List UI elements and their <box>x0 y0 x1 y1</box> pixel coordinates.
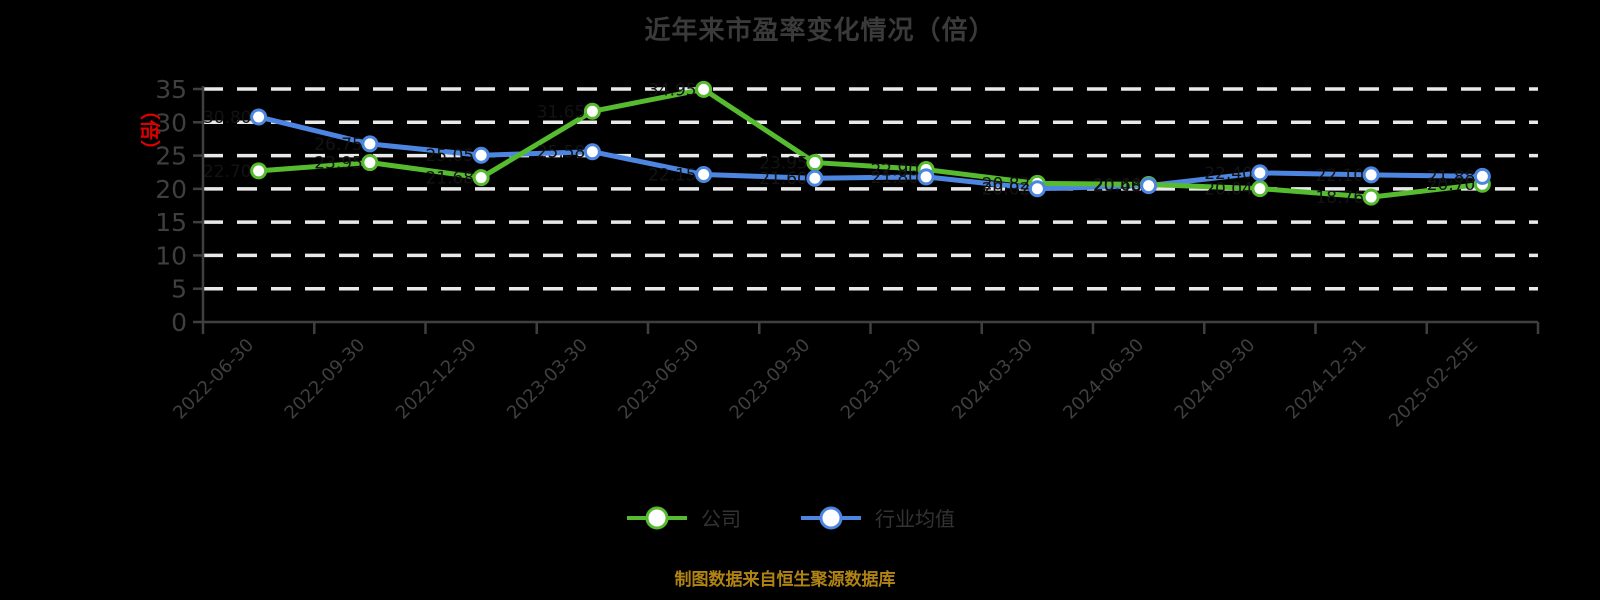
data-label-公司: 20.04 <box>1204 180 1253 200</box>
data-label-公司: 18.76 <box>1315 188 1364 208</box>
data-point-行业均值 <box>250 108 268 126</box>
data-label-行业均值: 20.02 <box>982 180 1031 200</box>
y-tick-label: 30 <box>155 108 187 137</box>
data-label-公司: 22.90 <box>870 161 919 181</box>
data-label-公司: 20.70 <box>1427 175 1476 195</box>
data-point-行业均值 <box>1028 180 1046 198</box>
data-label-公司: 20.66 <box>1093 175 1142 195</box>
data-label-公司: 20.82 <box>982 174 1031 194</box>
data-point-公司 <box>583 102 601 120</box>
data-point-公司 <box>472 169 490 187</box>
x-tick-label-2024-06-30: 2024-06-30 <box>1059 335 1148 424</box>
data-label-行业均值: 30.80 <box>203 108 252 128</box>
legend-item-company: 公司 <box>625 503 741 532</box>
data-label-行业均值: 20.48 <box>1093 177 1142 197</box>
data-label-行业均值: 25.58 <box>537 143 586 163</box>
company-line-marker-icon <box>627 506 687 529</box>
x-tick-label-2024-03-30: 2024-03-30 <box>948 335 1037 424</box>
data-point-公司 <box>1251 180 1269 198</box>
x-tick-label-2025-02-25E: 2025-02-25E <box>1385 335 1482 432</box>
x-tick-label-2023-03-30: 2023-03-30 <box>503 335 592 424</box>
x-tick-label-2022-12-30: 2022-12-30 <box>392 335 481 424</box>
data-label-行业均值: 26.75 <box>314 135 363 155</box>
data-label-行业均值: 21.60 <box>759 169 808 189</box>
data-point-公司 <box>250 162 268 180</box>
y-tick-label: 10 <box>155 241 187 270</box>
data-point-行业均值 <box>361 135 379 153</box>
data-label-公司: 22.70 <box>203 162 252 182</box>
legend-label-industry: 行业均值 <box>875 507 955 531</box>
x-tick-label-2022-06-30: 2022-06-30 <box>169 335 258 424</box>
y-tick-label: 20 <box>155 175 187 204</box>
data-point-公司 <box>806 154 824 172</box>
data-label-公司: 23.95 <box>759 154 808 174</box>
series-line-行业均值 <box>256 114 1485 192</box>
x-tick-label-2024-12-31: 2024-12-31 <box>1282 335 1371 424</box>
data-point-行业均值 <box>583 143 601 161</box>
chart-title: 近年来市盈率变化情况（倍） <box>644 16 996 46</box>
data-point-行业均值 <box>1251 164 1269 182</box>
data-point-公司 <box>695 80 713 98</box>
x-tick-label-2024-09-30: 2024-09-30 <box>1171 335 1260 424</box>
legend: 公司 行业均值 <box>10 503 1570 532</box>
y-axis-unit-label: （倍） <box>138 100 162 160</box>
y-tick-label: 15 <box>155 208 187 237</box>
data-label-行业均值: 22.10 <box>1315 166 1364 186</box>
data-point-公司 <box>1362 188 1380 206</box>
data-label-公司: 31.65 <box>537 102 586 122</box>
series-line-公司 <box>256 86 1485 200</box>
y-tick-label: 35 <box>155 75 187 104</box>
data-label-行业均值: 22.40 <box>1204 164 1253 184</box>
data-point-行业均值 <box>1473 167 1491 185</box>
data-label-行业均值: 21.88 <box>1427 167 1476 187</box>
data-point-行业均值 <box>917 168 935 186</box>
data-label-行业均值: 21.80 <box>870 168 919 188</box>
data-label-行业均值: 22.15 <box>648 166 697 186</box>
data-point-行业均值 <box>1362 166 1380 184</box>
y-tick-label: 25 <box>155 142 187 171</box>
data-point-行业均值 <box>1140 177 1158 195</box>
x-tick-label-2022-09-30: 2022-09-30 <box>281 335 370 424</box>
industry-line-marker-icon <box>801 506 861 529</box>
data-point-公司 <box>361 154 379 172</box>
data-label-行业均值: 25.05 <box>425 146 474 166</box>
data-point-行业均值 <box>806 169 824 187</box>
x-tick-label-2023-06-30: 2023-06-30 <box>614 335 703 424</box>
data-label-公司: 21.68 <box>425 169 474 189</box>
x-tick-label-2023-12-30: 2023-12-30 <box>837 335 926 424</box>
legend-label-company: 公司 <box>701 507 741 531</box>
data-label-公司: 34.95 <box>648 80 697 100</box>
y-tick-label: 5 <box>171 275 187 304</box>
data-point-行业均值 <box>695 166 713 184</box>
legend-item-industry: 行业均值 <box>799 503 955 532</box>
x-tick-label-2023-09-30: 2023-09-30 <box>726 335 815 424</box>
y-tick-label: 0 <box>171 308 187 337</box>
data-source-note: 制图数据来自恒生聚源数据库 <box>674 570 896 590</box>
data-label-公司: 23.95 <box>314 154 363 174</box>
data-point-行业均值 <box>472 146 490 164</box>
